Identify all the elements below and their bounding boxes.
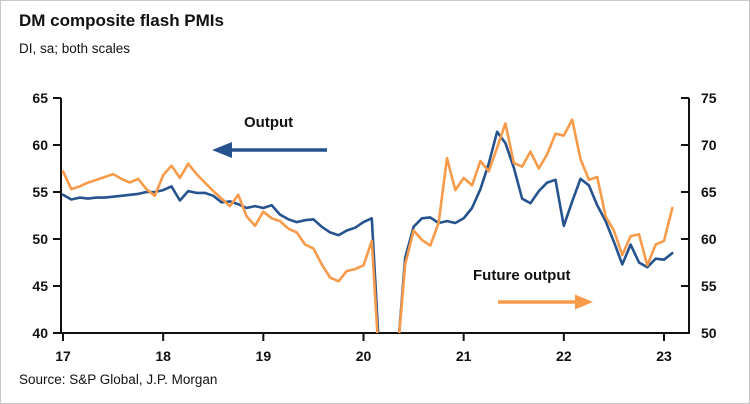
right-axis-tick-label: 70 (701, 137, 717, 153)
output-series-label: Output (244, 114, 294, 131)
right-axis-tick-label: 50 (701, 325, 717, 341)
page-title: DM composite flash PMIs (19, 11, 224, 30)
x-axis-tick-label: 22 (556, 348, 572, 364)
right-axis-tick-label: 65 (701, 184, 717, 200)
source-note: Source: S&P Global, J.P. Morgan (19, 372, 218, 387)
right-axis-tick-label: 60 (701, 231, 717, 247)
x-axis-tick-label: 18 (155, 348, 171, 364)
output-arrow-head (212, 142, 232, 158)
left-axis-tick-label: 60 (32, 137, 48, 153)
right-axis-tick-label: 55 (701, 278, 717, 294)
future-output-line (61, 118, 674, 333)
left-axis-tick-label: 55 (32, 184, 48, 200)
x-axis-tick-label: 23 (656, 348, 672, 364)
output-line (61, 130, 674, 333)
x-axis-tick-label: 17 (55, 348, 71, 364)
future-output-series-label: Future output (473, 267, 571, 284)
x-axis-tick-label: 20 (356, 348, 372, 364)
left-axis-tick-label: 65 (32, 90, 48, 106)
chart-subtitle: DI, sa; both scales (19, 41, 131, 56)
x-axis-tick-label: 21 (456, 348, 472, 364)
left-axis-tick-label: 50 (32, 231, 48, 247)
left-axis-tick-label: 40 (32, 325, 48, 341)
right-axis-tick-label: 75 (701, 90, 717, 106)
left-axis-tick-label: 45 (32, 278, 48, 294)
future-output-arrow-head (575, 294, 593, 310)
x-axis-tick-label: 19 (256, 348, 272, 364)
